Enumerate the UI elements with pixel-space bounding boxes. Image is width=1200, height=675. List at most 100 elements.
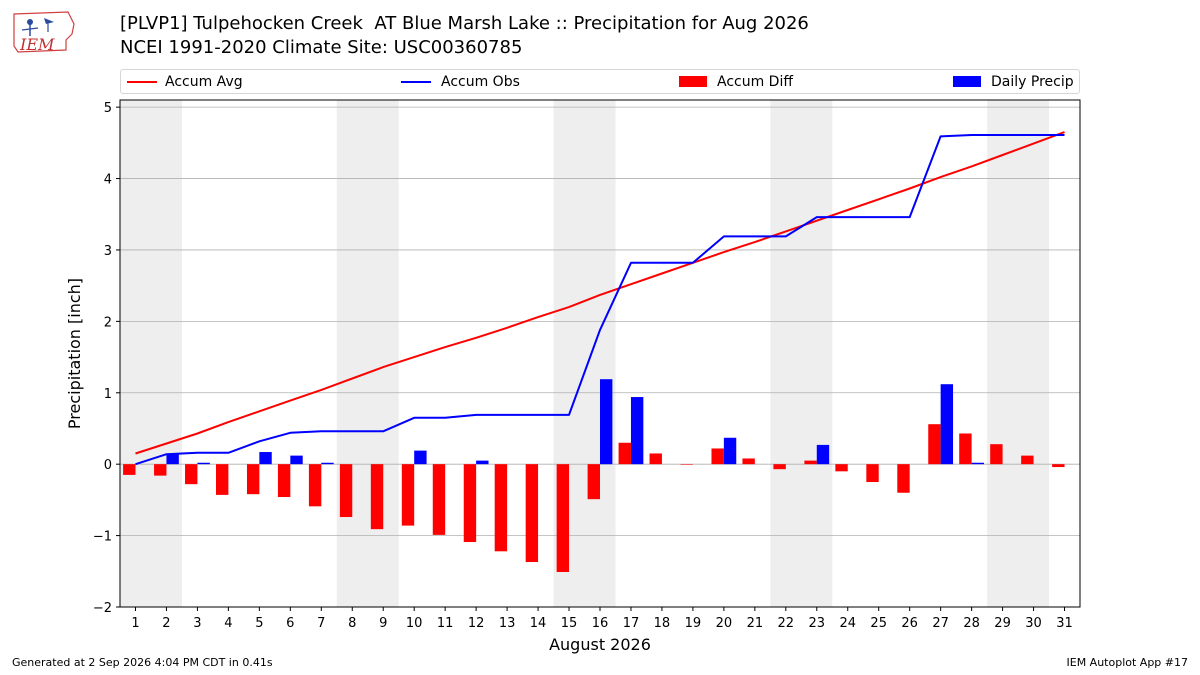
daily-precip-bar: [259, 452, 272, 465]
legend-label-daily-precip: Daily Precip: [991, 74, 1074, 90]
accum-diff-bar: [866, 464, 879, 483]
legend-swatch-accum-obs: [401, 81, 431, 83]
legend-label-accum-avg: Accum Avg: [165, 74, 243, 90]
accum-diff-bar: [680, 464, 693, 465]
x-tick-label: 10: [406, 616, 423, 631]
y-axis-label: Precipitation [inch]: [65, 278, 84, 429]
plot-frame: [119, 99, 1081, 608]
x-tick-label: 9: [379, 616, 387, 631]
x-tick-label: 20: [716, 616, 733, 631]
daily-precip-bar: [290, 455, 303, 465]
daily-precip-bar: [414, 450, 427, 465]
x-tick-label: 2: [162, 616, 170, 631]
daily-precip-bar: [630, 397, 644, 465]
y-tick-label: 5: [104, 101, 112, 116]
weekend-shade: [770, 100, 833, 607]
x-tick-label: 4: [224, 616, 232, 631]
x-tick-label: 17: [623, 616, 640, 631]
accum-diff-bar: [1021, 455, 1034, 465]
accum-diff-bar: [897, 464, 910, 493]
accum-diff-bar: [649, 453, 662, 465]
accum-diff-bar: [370, 464, 384, 530]
svg-text:IEM: IEM: [19, 35, 55, 54]
accum-diff-bar: [154, 464, 167, 476]
x-tick-label: 31: [1056, 616, 1073, 631]
accum-diff-bar: [123, 464, 136, 475]
accum-avg-line: [135, 131, 1065, 455]
x-tick-label: 26: [901, 616, 918, 631]
accum-obs-line: [135, 134, 1065, 466]
accum-diff-bar: [277, 464, 291, 498]
x-tick-label: 27: [932, 616, 949, 631]
accum-diff-bar: [618, 442, 631, 465]
x-tick-label: 22: [778, 616, 795, 631]
accum-diff-bar: [556, 464, 570, 573]
x-tick-label: 5: [255, 616, 263, 631]
x-tick-label: 6: [286, 616, 294, 631]
app-credit: IEM Autoplot App #17: [1066, 656, 1189, 669]
x-tick-label: 7: [317, 616, 325, 631]
accum-diff-bar: [773, 464, 786, 470]
x-tick-label: 18: [654, 616, 671, 631]
accum-diff-bar: [1052, 464, 1065, 468]
weekend-shade: [336, 100, 399, 607]
x-tick-label: 19: [685, 616, 702, 631]
accum-diff-bar: [711, 448, 724, 465]
x-tick-label: 28: [963, 616, 980, 631]
x-tick-label: 3: [193, 616, 201, 631]
x-tick-label: 11: [437, 616, 454, 631]
x-tick-label: 29: [994, 616, 1011, 631]
accum-diff-bar: [339, 464, 353, 518]
y-tick-label: 4: [104, 173, 112, 188]
x-axis-label: August 2026: [549, 635, 651, 654]
accum-diff-bar: [494, 464, 508, 552]
x-tick-label: 25: [870, 616, 887, 631]
weekend-shade: [120, 100, 182, 607]
accum-diff-bar: [835, 464, 848, 472]
chart-legend: Accum Avg Accum Obs Accum Diff Daily Pre…: [120, 69, 1080, 94]
x-tick-label: 30: [1025, 616, 1042, 631]
x-tick-label: 21: [747, 616, 764, 631]
accum-diff-bar: [185, 464, 198, 485]
daily-precip-bar: [476, 460, 489, 465]
accum-diff-bar: [308, 464, 322, 507]
accum-diff-bar: [928, 424, 941, 465]
daily-precip-bar: [971, 462, 984, 465]
accum-diff-bar: [525, 464, 539, 563]
x-tick-label: 12: [468, 616, 485, 631]
weekend-shade: [987, 100, 1050, 607]
daily-precip-bar: [197, 462, 210, 465]
daily-precip-bar: [723, 437, 737, 465]
x-tick-label: 16: [592, 616, 609, 631]
chart-subtitle: NCEI 1991-2020 Climate Site: USC00360785: [120, 37, 523, 58]
y-tick-label: 1: [104, 387, 112, 402]
accum-diff-bar: [587, 464, 600, 500]
accum-diff-bar: [463, 464, 477, 543]
legend-label-accum-diff: Accum Diff: [717, 74, 794, 90]
daily-precip-bar: [940, 384, 954, 465]
daily-precip-bar: [321, 462, 334, 465]
generated-timestamp: Generated at 2 Sep 2026 4:04 PM CDT in 0…: [12, 656, 273, 669]
x-tick-label: 13: [499, 616, 516, 631]
x-tick-label: 23: [809, 616, 826, 631]
accum-diff-bar: [990, 444, 1003, 465]
accum-diff-bar: [804, 460, 817, 465]
legend-label-accum-obs: Accum Obs: [441, 74, 520, 90]
accum-diff-bar: [246, 464, 260, 495]
accum-diff-bar: [401, 464, 415, 526]
iowa-map-icon: IEM: [13, 11, 75, 54]
daily-precip-bar: [816, 444, 830, 465]
y-tick-label: 0: [104, 458, 112, 473]
x-tick-label: 14: [530, 616, 547, 631]
x-tick-label: 24: [839, 616, 856, 631]
legend-swatch-accum-diff: [679, 76, 707, 87]
accum-diff-bar: [216, 464, 229, 495]
iem-logo: IEM: [8, 6, 80, 60]
accum-diff-bar: [432, 464, 446, 535]
chart-title: [PLVP1] Tulpehocken Creek AT Blue Marsh …: [120, 13, 809, 34]
accum-diff-bar: [959, 433, 972, 465]
accum-diff-bar: [742, 458, 755, 465]
x-tick-label: 1: [131, 616, 139, 631]
daily-precip-bar: [166, 454, 179, 465]
